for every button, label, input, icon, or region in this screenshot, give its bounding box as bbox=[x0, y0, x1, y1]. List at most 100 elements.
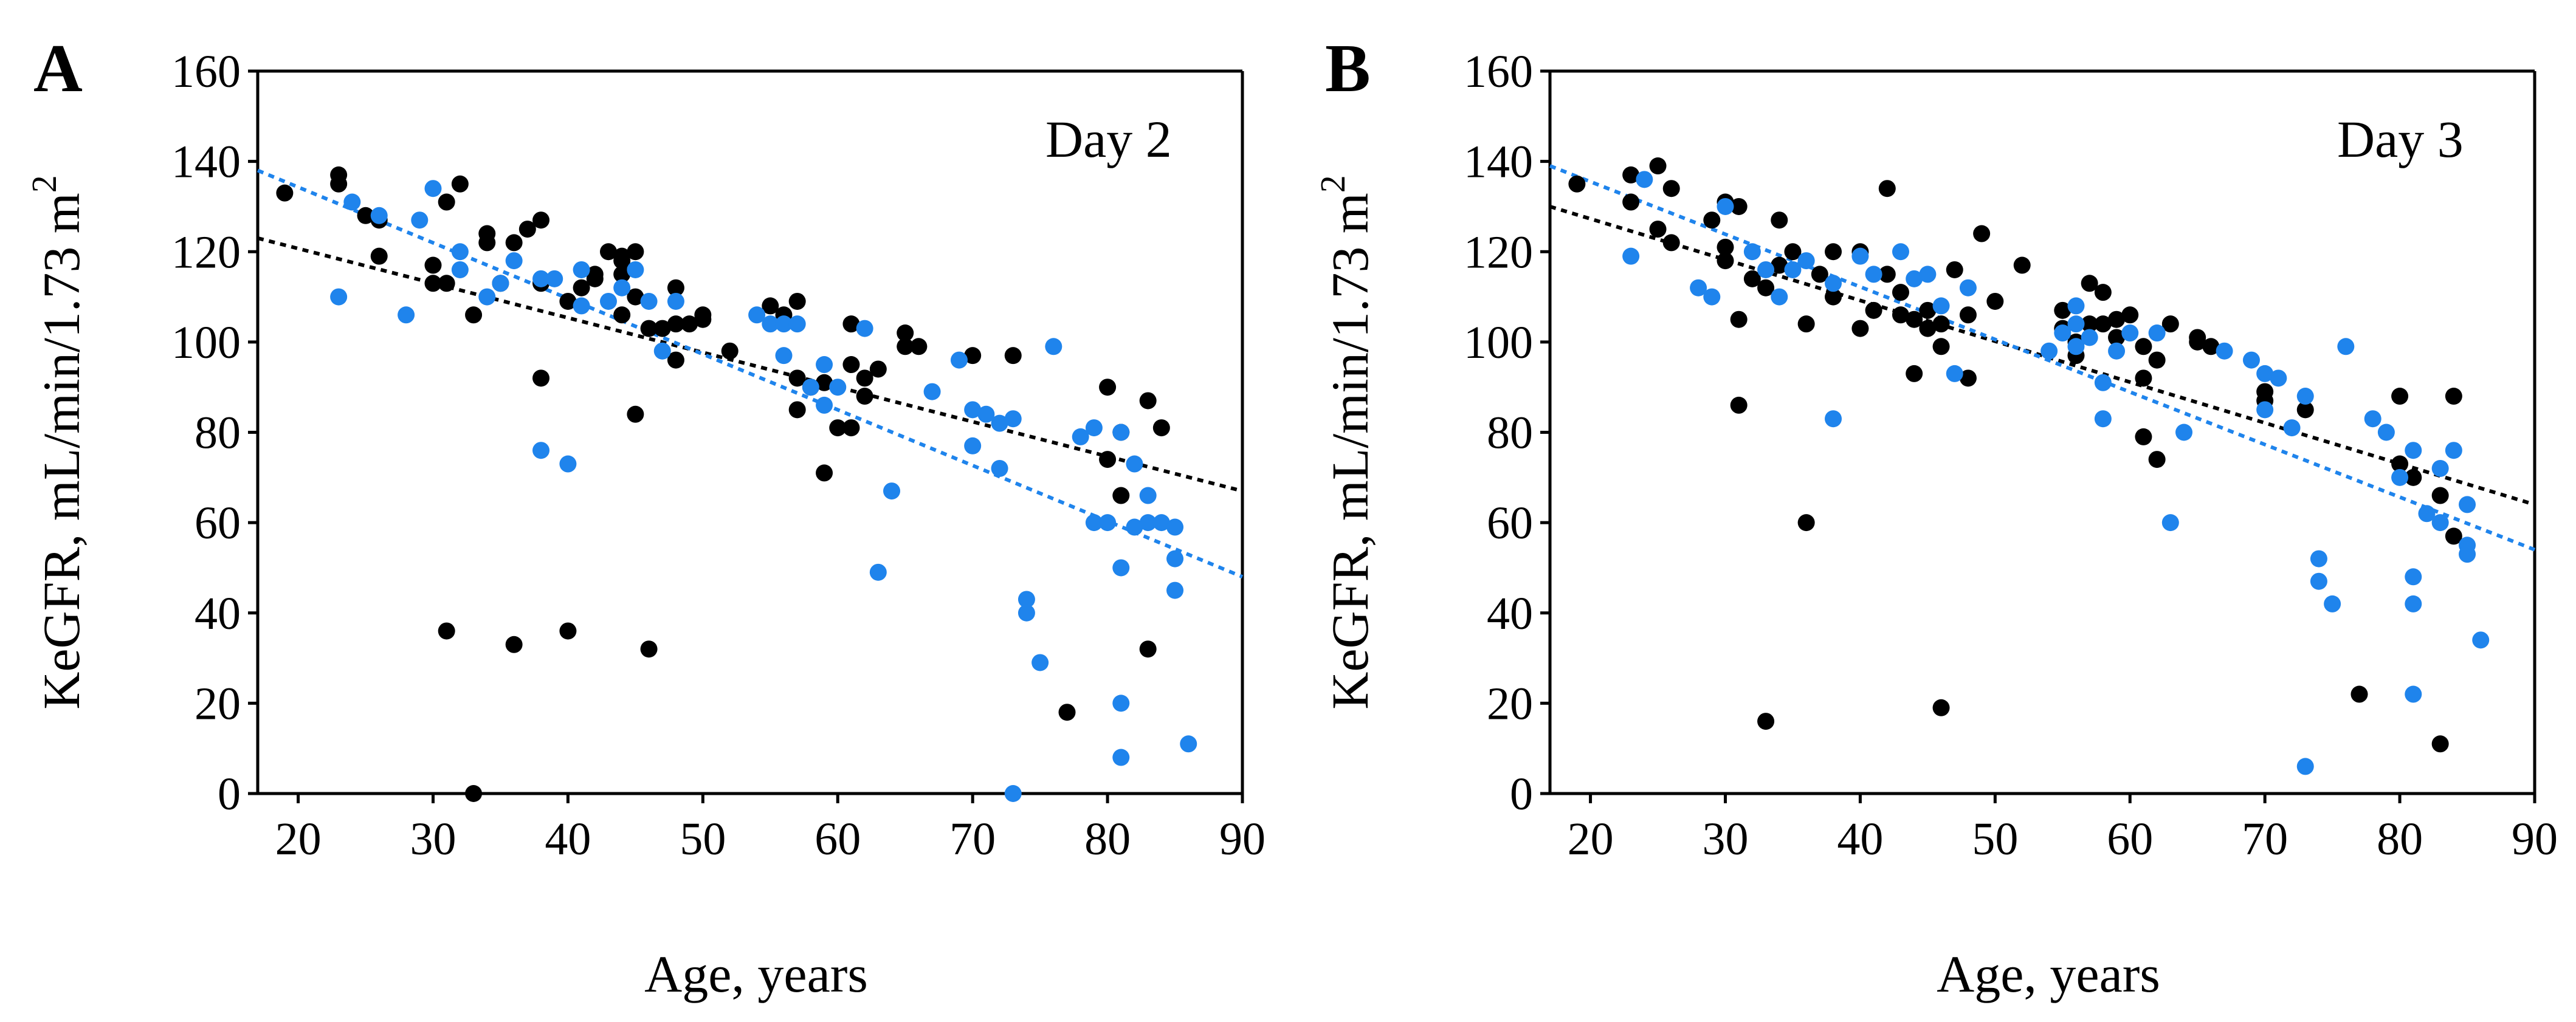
panel-b-blue-point bbox=[2067, 297, 2085, 315]
panel-b-blue-point bbox=[1797, 252, 1815, 270]
panel-b-blue-point bbox=[1906, 270, 1923, 287]
panel-b-black-point bbox=[2013, 256, 2031, 274]
panel-a-blue-point bbox=[1085, 514, 1103, 532]
panel-a-blue-point bbox=[599, 292, 617, 310]
panel-a-black-point bbox=[465, 785, 483, 802]
panel-a-y-tick-label: 80 bbox=[195, 408, 241, 459]
panel-b-black-point bbox=[1878, 180, 1896, 197]
panel-a-black-point bbox=[667, 279, 684, 297]
panel-a-y-tick-label: 100 bbox=[171, 317, 241, 368]
panel-b-y-ticks: 0 20 40 60 80 100 120 140 160 bbox=[1464, 46, 1550, 820]
panel-b-black-point bbox=[1932, 699, 1950, 716]
panel-a-blue-point bbox=[478, 288, 496, 306]
panel-a-black-point bbox=[1099, 379, 1117, 396]
panel-a-blue-point bbox=[532, 442, 550, 459]
panel-b-black-point bbox=[2350, 685, 2368, 703]
panel-b-y-tick-label: 160 bbox=[1464, 46, 1533, 97]
panel-a-blue-point bbox=[532, 270, 550, 287]
panel-b-black-point bbox=[1851, 320, 1869, 337]
panel-b-blue-point bbox=[2216, 342, 2233, 360]
panel-b-y-tick-label: 80 bbox=[1487, 408, 1533, 459]
panel-a-x-tick-label: 80 bbox=[1084, 814, 1131, 865]
panel-a-black-point bbox=[829, 419, 847, 437]
panel-a-blue-point bbox=[1018, 591, 1035, 608]
panel-b-blue-point bbox=[1757, 261, 1775, 278]
panel-b-y-tick-label: 100 bbox=[1464, 317, 1533, 368]
panel-a-blue-point bbox=[1139, 514, 1157, 532]
panel-b-black-point bbox=[2121, 306, 2139, 324]
panel-a-black-point bbox=[613, 306, 631, 324]
panel-b-blue-point bbox=[1717, 197, 1734, 215]
panel-a-blue-point bbox=[1099, 514, 1117, 532]
panel-a-y-axis-title: KeGFR, mL/min/1.73 m2 bbox=[24, 175, 91, 709]
panel-b-black-point bbox=[1649, 157, 1667, 175]
panel-b-letter: B bbox=[1325, 31, 1371, 106]
panel-a-black-point bbox=[627, 243, 644, 261]
panel-a-x-tick-label: 60 bbox=[814, 814, 861, 865]
panel-a-black-point bbox=[897, 324, 914, 342]
panel-b-black-point bbox=[1906, 310, 1923, 328]
panel-a-x-tick-label: 50 bbox=[680, 814, 726, 865]
panel-b-black-point bbox=[1771, 256, 1788, 274]
panel-a-black-point bbox=[1099, 451, 1117, 468]
panel-a-blue-point bbox=[573, 261, 590, 278]
panel-a-blue-point bbox=[802, 379, 819, 396]
panel-a-blue-point bbox=[923, 383, 941, 400]
panel-a-blue-point bbox=[1166, 581, 1184, 599]
panel-a-blue-point bbox=[1004, 410, 1022, 428]
panel-b-black-point bbox=[2135, 369, 2152, 387]
panel-a-blue-point bbox=[1112, 559, 1130, 577]
panel-b-blue-point bbox=[1946, 365, 1963, 382]
panel-b-black-point bbox=[1797, 315, 1815, 333]
panel-b-black-point bbox=[1959, 306, 1977, 324]
panel-b-black-point bbox=[2445, 527, 2462, 545]
panel-b-blue-point bbox=[2377, 424, 2395, 441]
panel-b-blue-point bbox=[2054, 324, 2071, 342]
panel-a-black-point bbox=[357, 207, 374, 224]
panel-b-black-point bbox=[1865, 301, 1882, 319]
panel-b-black-point bbox=[1811, 266, 1828, 283]
panel-b-black-point bbox=[2094, 284, 2112, 301]
panel-b-x-tick-label: 80 bbox=[2377, 814, 2423, 865]
panel-a-black-point bbox=[842, 419, 860, 437]
panel-a-black-point bbox=[856, 369, 873, 387]
panel-b-black-point bbox=[2431, 487, 2449, 504]
panel-b-title: Day 3 bbox=[2337, 110, 2464, 168]
panel-a-black-point bbox=[559, 622, 577, 640]
panel-a-blue-point bbox=[1004, 785, 1022, 802]
panel-b-x-tick-label: 70 bbox=[2242, 814, 2288, 865]
panel-b-blue-point bbox=[2459, 496, 2476, 513]
panel-b-x-tick-label: 90 bbox=[2512, 814, 2558, 865]
panel-b-trendlines bbox=[1549, 164, 2536, 552]
panel-a-x-tick-label: 90 bbox=[1219, 814, 1266, 865]
panel-b-black-point bbox=[1946, 261, 1963, 278]
panel-b-blue-trendline bbox=[1549, 164, 2536, 552]
panel-a-letter: A bbox=[33, 31, 83, 106]
panel-a-y-ticks: 0 20 40 60 80 100 120 140 160 bbox=[171, 46, 258, 820]
panel-a-blue-point bbox=[1126, 518, 1143, 536]
panel-a-black-point bbox=[505, 636, 523, 653]
panel-a-black-point bbox=[816, 464, 833, 482]
panel-b-y-tick-label: 60 bbox=[1487, 498, 1533, 549]
panel-a-y-tick-label: 120 bbox=[171, 227, 241, 278]
panel-a-black-point bbox=[1152, 419, 1170, 437]
panel-a-blue-point bbox=[991, 414, 1008, 432]
panel-b-black-point bbox=[1622, 166, 1640, 183]
panel-b-blue-point bbox=[1851, 247, 1869, 265]
panel-b-blue-point bbox=[1865, 266, 1882, 283]
panel-a-black-point bbox=[1004, 347, 1022, 365]
panel-b-black-point bbox=[1959, 369, 1977, 387]
panel-b-black-point bbox=[1717, 238, 1734, 256]
panel-a-blue-point bbox=[343, 193, 361, 211]
panel-b-blue-point bbox=[1636, 171, 1653, 188]
panel-a-blue-point bbox=[1085, 419, 1103, 437]
panel-b-black-point bbox=[1757, 279, 1775, 297]
panel-b-black-point bbox=[2445, 388, 2462, 405]
panel-b-blue-point bbox=[1690, 279, 1707, 297]
panel-a-black-point bbox=[1139, 640, 1157, 658]
panel-a-black-point bbox=[438, 193, 455, 211]
panel-b-black-point bbox=[1797, 514, 1815, 532]
panel-a-blue-point bbox=[1126, 455, 1143, 473]
panel-a-blue-trendline bbox=[257, 168, 1244, 579]
panel-b-blue-point bbox=[1959, 279, 1977, 297]
